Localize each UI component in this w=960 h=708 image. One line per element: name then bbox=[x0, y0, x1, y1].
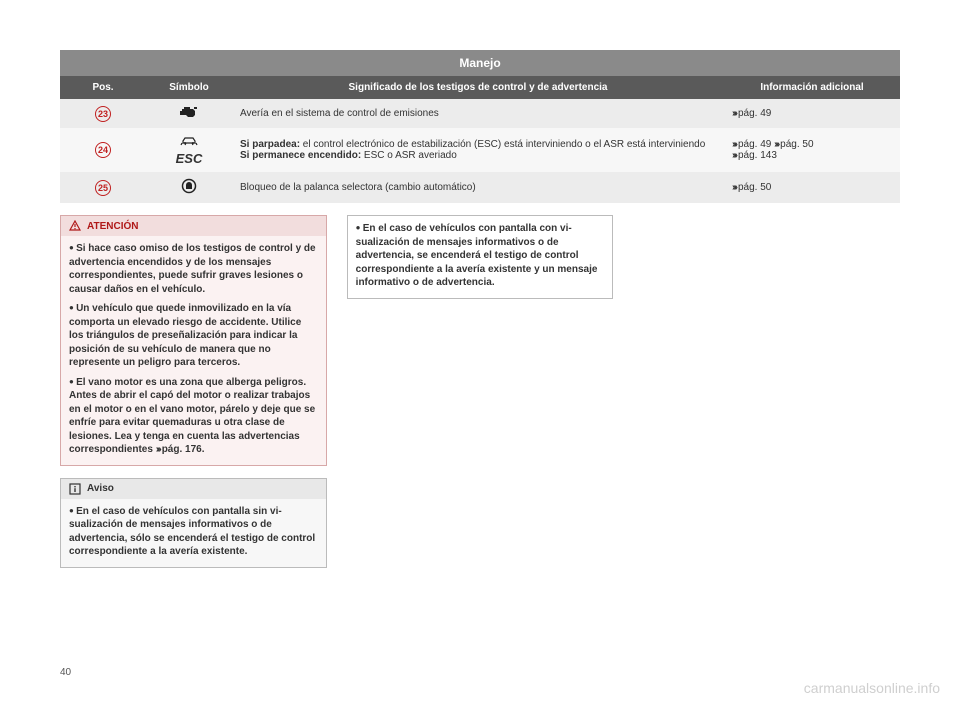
warning-triangle-icon bbox=[69, 220, 81, 232]
table-row: 25 Bloqueo de la palanca selectora (camb… bbox=[60, 172, 900, 203]
col-pos: Pos. bbox=[60, 76, 146, 99]
meaning-text: el control electrónico de estabilización… bbox=[300, 139, 705, 150]
page-content: Manejo Pos. Símbolo Significado de los t… bbox=[60, 50, 900, 580]
columns-container: ATENCIÓN Si hace caso omiso de los testi… bbox=[60, 215, 900, 580]
aviso-header: Aviso bbox=[61, 479, 326, 499]
column-right bbox=[633, 215, 900, 580]
page-number: 40 bbox=[60, 667, 71, 678]
engine-icon bbox=[179, 105, 199, 122]
meaning-bold: Si permanece encendido: bbox=[240, 150, 361, 161]
meaning-cell: Si parpadea: el control electrónico de e… bbox=[232, 128, 724, 172]
note2-p1: En el caso de vehículos con pantalla con… bbox=[356, 223, 598, 288]
atencion-p1: Si hace caso omiso de los testigos de co… bbox=[69, 243, 316, 295]
column-left: ATENCIÓN Si hace caso omiso de los testi… bbox=[60, 215, 327, 580]
table-header-row: Pos. Símbolo Significado de los testigos… bbox=[60, 76, 900, 99]
table-row: 23 Avería en el sistema de control de em… bbox=[60, 99, 900, 128]
aviso-p1: En el caso de vehículos con pantalla sin… bbox=[69, 506, 315, 558]
table-row: 24 ESC Si parpadea: el control electróni… bbox=[60, 128, 900, 172]
aviso-body: En el caso de vehículos con pantalla sin… bbox=[61, 499, 326, 567]
atencion-p2: Un vehículo que quede inmovilizado en la… bbox=[69, 303, 301, 368]
note-box: En el caso de vehículos con pantalla con… bbox=[347, 215, 614, 299]
page-ref: pág. 49 bbox=[732, 108, 771, 119]
page-ref: pág. 176 bbox=[156, 444, 202, 455]
aviso-title: Aviso bbox=[87, 483, 114, 494]
col-symbol: Símbolo bbox=[146, 76, 232, 99]
atencion-body: Si hace caso omiso de los testigos de co… bbox=[61, 236, 326, 465]
selector-lock-icon bbox=[181, 178, 197, 197]
info-cell: pág. 49 pág. 50 pág. 143 bbox=[724, 128, 900, 172]
section-header: Manejo bbox=[60, 50, 900, 76]
note-body: En el caso de vehículos con pantalla con… bbox=[348, 216, 613, 298]
page-ref: pág. 50 bbox=[732, 182, 771, 193]
position-badge: 23 bbox=[95, 106, 111, 122]
column-middle: En el caso de vehículos con pantalla con… bbox=[347, 215, 614, 580]
meaning-bold: Si parpadea: bbox=[240, 139, 300, 150]
page-ref: pág. 143 bbox=[732, 150, 777, 161]
meaning-cell: Avería en el sistema de control de emisi… bbox=[232, 99, 724, 128]
esc-text-icon: ESC bbox=[176, 151, 203, 166]
info-square-icon bbox=[69, 483, 81, 495]
position-badge: 25 bbox=[95, 180, 111, 196]
meaning-text: ESC o ASR averiado bbox=[361, 150, 457, 161]
watermark-text: carmanualsonline.info bbox=[804, 680, 940, 696]
atencion-title: ATENCIÓN bbox=[87, 221, 138, 232]
info-cell: pág. 50 bbox=[724, 172, 900, 203]
car-skid-icon bbox=[154, 134, 224, 149]
atencion-p3c: . bbox=[202, 444, 205, 455]
info-cell: pág. 49 bbox=[724, 99, 900, 128]
aviso-box: Aviso En el caso de vehículos con pantal… bbox=[60, 478, 327, 568]
position-badge: 24 bbox=[95, 142, 111, 158]
col-meaning: Significado de los testigos de control y… bbox=[232, 76, 724, 99]
meaning-cell: Bloqueo de la palanca selectora (cambio … bbox=[232, 172, 724, 203]
atencion-header: ATENCIÓN bbox=[61, 216, 326, 236]
page-ref: pág. 50 bbox=[774, 139, 813, 150]
warning-lights-table: Pos. Símbolo Significado de los testigos… bbox=[60, 76, 900, 203]
col-info: Información adicional bbox=[724, 76, 900, 99]
atencion-box: ATENCIÓN Si hace caso omiso de los testi… bbox=[60, 215, 327, 466]
page-ref: pág. 49 bbox=[732, 139, 774, 150]
